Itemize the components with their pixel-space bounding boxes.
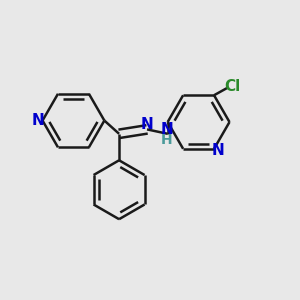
- Text: N: N: [32, 113, 44, 128]
- Text: Cl: Cl: [224, 79, 241, 94]
- Text: N: N: [141, 117, 154, 132]
- Text: H: H: [161, 133, 172, 147]
- Text: N: N: [211, 143, 224, 158]
- Text: N: N: [161, 122, 174, 136]
